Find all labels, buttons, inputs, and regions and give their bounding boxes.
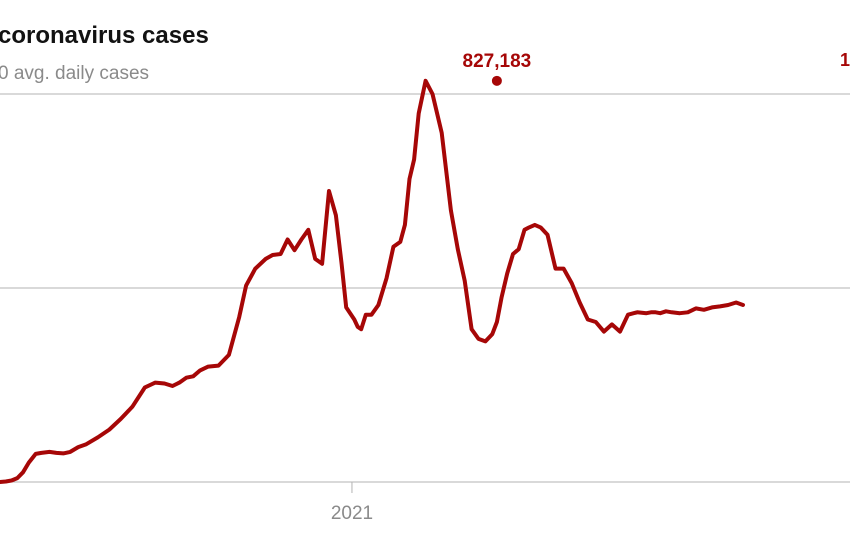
top-right-label: 1 — [840, 50, 850, 70]
x-axis: 2021 — [331, 482, 373, 524]
peak-label: 827,183 — [463, 51, 532, 72]
chart-subtitle: 0 avg. daily cases — [0, 63, 149, 84]
gridlines — [0, 93, 850, 483]
chart-title: coronavirus cases — [0, 22, 209, 49]
x-tick-label-0: 2021 — [331, 503, 373, 524]
series-line-cases — [0, 78, 745, 484]
peak-point — [491, 75, 502, 86]
